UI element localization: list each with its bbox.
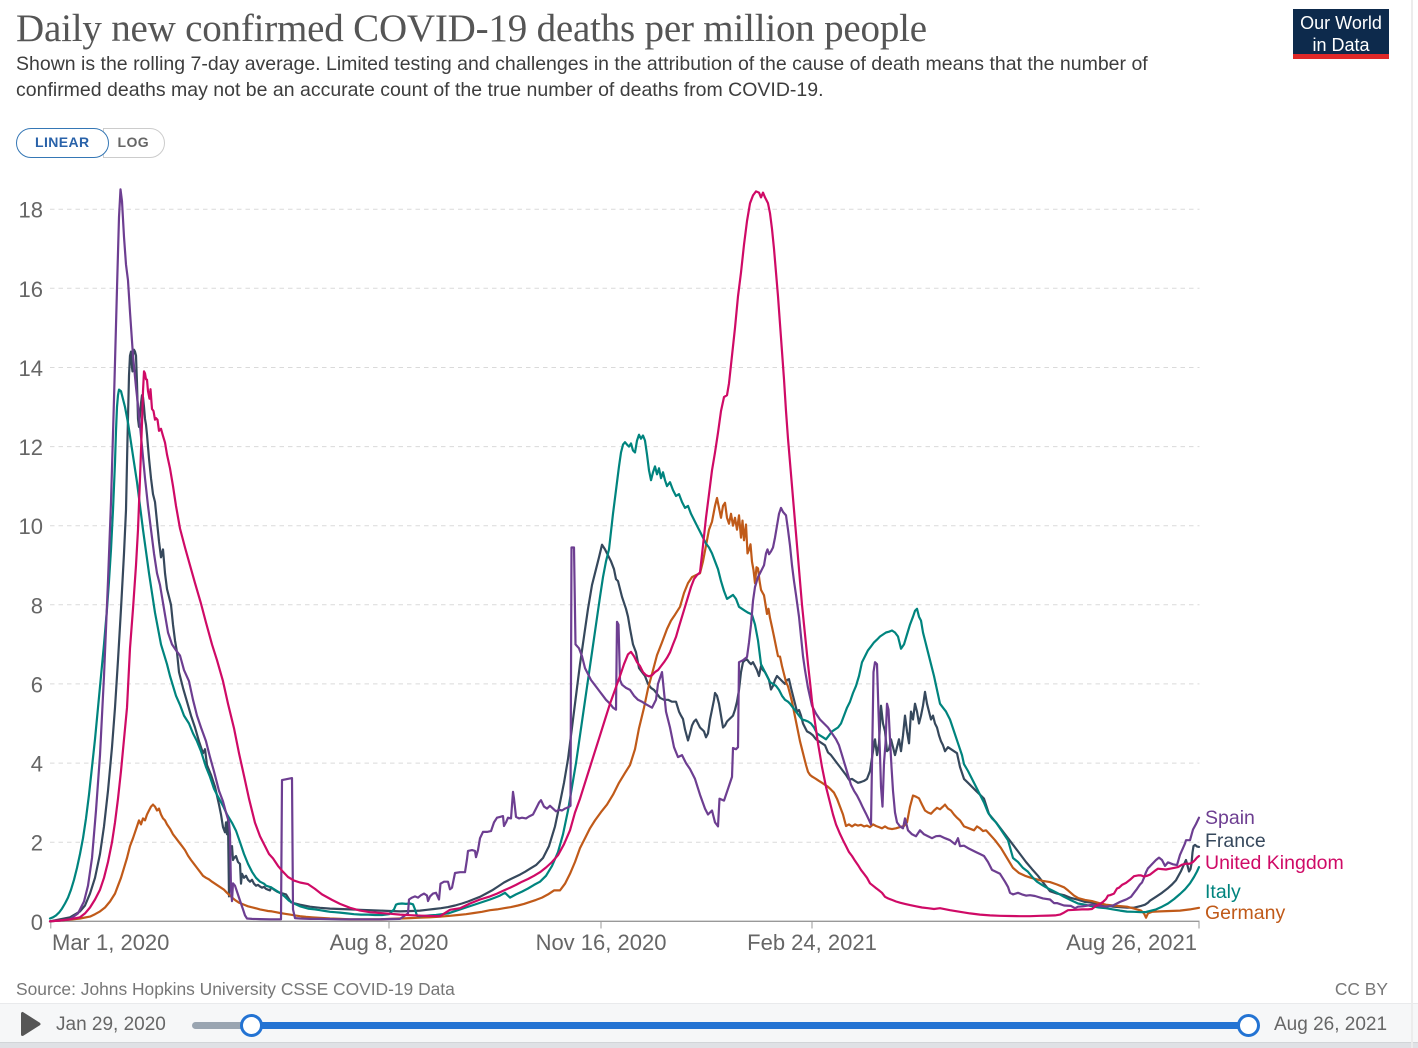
svg-text:2: 2: [31, 831, 43, 856]
svg-text:12: 12: [19, 435, 43, 460]
svg-text:Aug 8, 2020: Aug 8, 2020: [330, 930, 449, 955]
svg-text:Italy: Italy: [1205, 881, 1241, 903]
svg-text:18: 18: [19, 198, 43, 223]
svg-text:Aug 26, 2021: Aug 26, 2021: [1066, 930, 1197, 955]
svg-text:United Kingdom: United Kingdom: [1205, 852, 1344, 874]
svg-text:Nov 16, 2020: Nov 16, 2020: [536, 930, 667, 955]
svg-text:10: 10: [19, 514, 43, 539]
svg-text:Germany: Germany: [1205, 902, 1285, 924]
svg-text:14: 14: [19, 356, 43, 381]
svg-text:Spain: Spain: [1205, 807, 1255, 829]
svg-text:6: 6: [31, 672, 43, 697]
svg-text:16: 16: [19, 277, 43, 302]
svg-text:0: 0: [31, 910, 43, 935]
svg-text:4: 4: [31, 752, 43, 777]
svg-text:8: 8: [31, 593, 43, 618]
svg-text:Mar 1, 2020: Mar 1, 2020: [52, 930, 169, 955]
svg-text:France: France: [1205, 830, 1266, 852]
svg-text:Feb 24, 2021: Feb 24, 2021: [747, 930, 877, 955]
